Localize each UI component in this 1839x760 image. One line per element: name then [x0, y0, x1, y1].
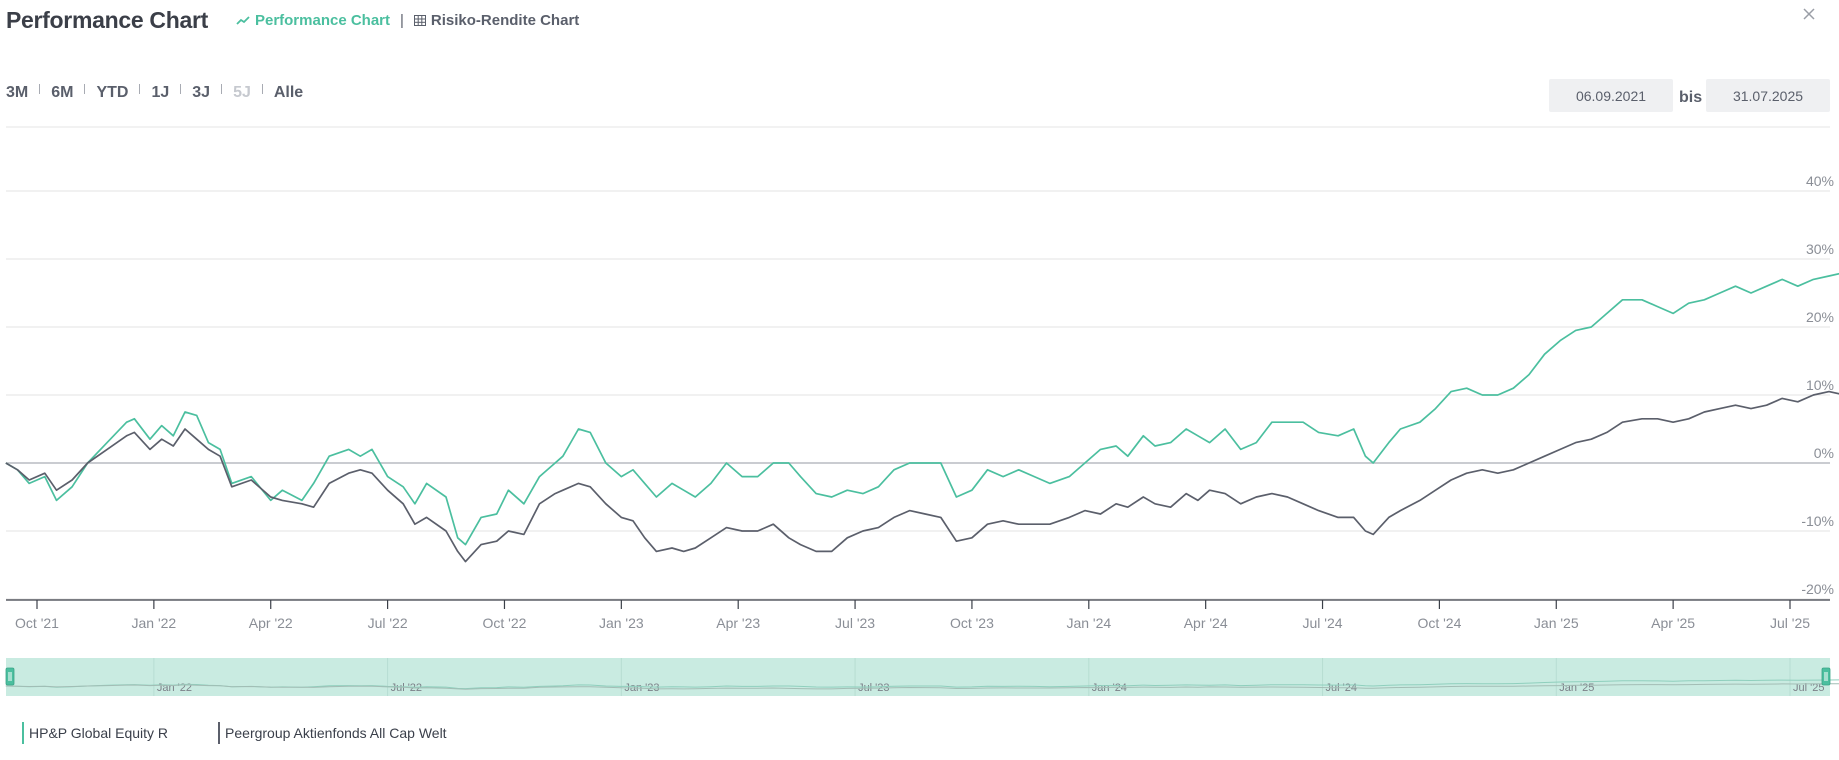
x-tick-label: Jul '23 — [835, 615, 875, 631]
x-tick-label: Apr '23 — [716, 615, 760, 631]
navigator[interactable]: Jan '22 Jul '22 Jan '23 Jul '23 Jan '24 Jul '… — [5, 658, 1839, 696]
tab-risiko-rendite-chart[interactable]: Risiko-Rendite Chart — [413, 11, 580, 29]
range-divider — [139, 84, 141, 94]
navigator-range-fill[interactable] — [6, 658, 1830, 696]
navigator-tick-label: Jul '22 — [391, 682, 422, 694]
chart-legend: HP&P Global Equity R Peergroup Aktienfon… — [22, 722, 497, 744]
x-tick-label: Apr '24 — [1184, 615, 1228, 631]
range-3m-button[interactable]: 3M — [6, 84, 29, 101]
trend-line-icon — [236, 16, 250, 25]
range-6m-button[interactable]: 6M — [51, 84, 74, 101]
x-tick-label: Jan '23 — [599, 615, 644, 631]
navigator-tick-label: Jan '24 — [1092, 682, 1127, 694]
navigator-tick-label: Jan '22 — [157, 682, 192, 694]
navigator-series-fund — [5, 679, 1839, 690]
x-tick-label: Jul '24 — [1303, 615, 1343, 631]
y-tick-label: 10% — [1806, 377, 1834, 393]
handle-grip[interactable] — [5, 667, 15, 686]
navigator-right-handle[interactable] — [1821, 667, 1831, 686]
x-tick-label: Jan '24 — [1066, 615, 1111, 631]
tab-divider: | — [400, 11, 404, 29]
x-tick-label: Oct '22 — [483, 615, 527, 631]
x-tick-label: Jan '25 — [1534, 615, 1579, 631]
y-tick-label: -10% — [1801, 513, 1834, 529]
range-divider — [261, 84, 263, 94]
range-divider — [221, 84, 223, 94]
range-1j-button[interactable]: 1J — [151, 84, 170, 101]
legend-label: Peergroup Aktienfonds All Cap Welt — [225, 725, 447, 741]
series-line-peergroup[interactable] — [5, 317, 1839, 563]
x-tick-label: Apr '25 — [1651, 615, 1695, 631]
x-tick-label: Jul '22 — [368, 615, 408, 631]
range-divider — [39, 84, 41, 94]
legend-label: HP&P Global Equity R — [29, 725, 169, 741]
range-5j-button: 5J — [233, 84, 251, 101]
handle-grip[interactable] — [1821, 667, 1831, 686]
navigator-tick-label: Jul '25 — [1793, 682, 1824, 694]
legend-item-peergroup[interactable]: Peergroup Aktienfonds All Cap Welt — [218, 722, 447, 744]
page-title: Performance Chart — [6, 6, 208, 33]
close-icon[interactable] — [1801, 6, 1817, 22]
x-tick-label: Oct '21 — [15, 615, 59, 631]
tab-label: Performance Chart — [254, 11, 391, 29]
legend-swatch-fund — [22, 722, 24, 744]
y-tick-label: 0% — [1814, 445, 1834, 461]
y-tick-label: 30% — [1806, 241, 1834, 257]
range-divider — [180, 84, 182, 94]
date-to-input[interactable]: 31.07.2025 — [1706, 79, 1830, 112]
date-from-input[interactable]: 06.09.2021 — [1549, 79, 1673, 112]
y-tick-label: 40% — [1806, 173, 1834, 189]
navigator-left-handle[interactable] — [5, 667, 15, 686]
range-ytd-button[interactable]: YTD — [96, 84, 129, 101]
x-tick-label: Jan '22 — [132, 615, 177, 631]
range-divider — [84, 84, 86, 94]
legend-item-fund[interactable]: HP&P Global Equity R — [22, 722, 168, 744]
range-selector: 3M 6M YTD 1J 3J 5J Alle — [6, 84, 303, 102]
y-tick-label: 20% — [1806, 309, 1834, 325]
navigator-series-peergroup — [5, 683, 1839, 690]
chart-header: Performance Chart Performance Chart | Ri… — [6, 4, 579, 36]
y-tick-label: -20% — [1801, 581, 1834, 597]
navigator-tick-label: Jan '25 — [1559, 682, 1594, 694]
x-tick-label: Oct '24 — [1417, 615, 1461, 631]
legend-swatch-peergroup — [218, 722, 221, 744]
tab-performance-chart[interactable]: Performance Chart — [236, 12, 390, 29]
series-line-fund[interactable] — [5, 171, 1839, 546]
range-3j-button[interactable]: 3J — [192, 84, 211, 101]
grid-lines — [6, 190, 1830, 600]
x-tick-label: Jul '25 — [1770, 615, 1810, 631]
x-tick-label: Apr '22 — [249, 615, 293, 631]
tab-label: Risiko-Rendite Chart — [430, 11, 580, 29]
grid-table-icon — [413, 14, 426, 26]
range-alle-button[interactable]: Alle — [273, 84, 304, 101]
date-separator-label: bis — [1679, 89, 1703, 106]
x-tick-label: Oct '23 — [950, 615, 994, 631]
